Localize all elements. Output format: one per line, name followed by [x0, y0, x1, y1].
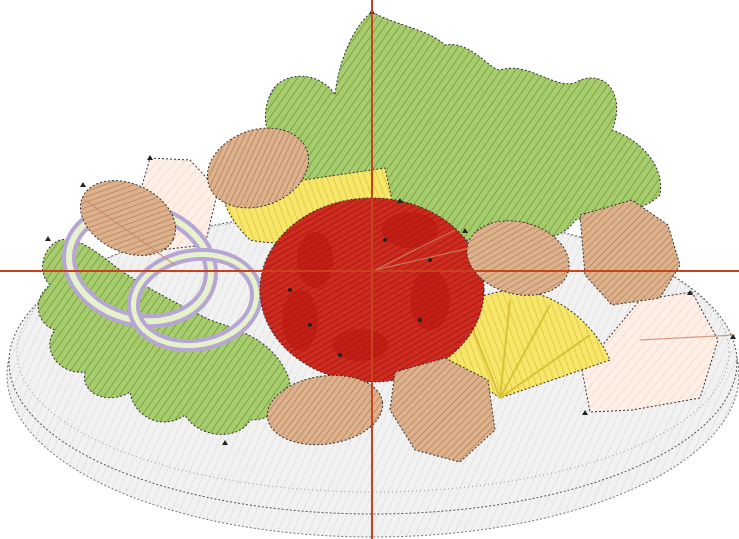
mushroom-bottom-center[interactable] — [389, 357, 496, 463]
lemon-segments — [469, 299, 591, 399]
mushroom-left[interactable] — [68, 166, 187, 270]
stitch-travel-lines — [84, 199, 736, 341]
stitch-markers — [45, 9, 736, 445]
crosshair-horizontal — [0, 270, 739, 272]
mushroom-bottom-left[interactable] — [263, 368, 387, 451]
mushroom-top[interactable] — [196, 115, 320, 222]
crosshair-vertical — [371, 0, 373, 539]
mushroom-far-right[interactable] — [579, 199, 681, 306]
cheese-piece-right[interactable] — [581, 291, 719, 413]
